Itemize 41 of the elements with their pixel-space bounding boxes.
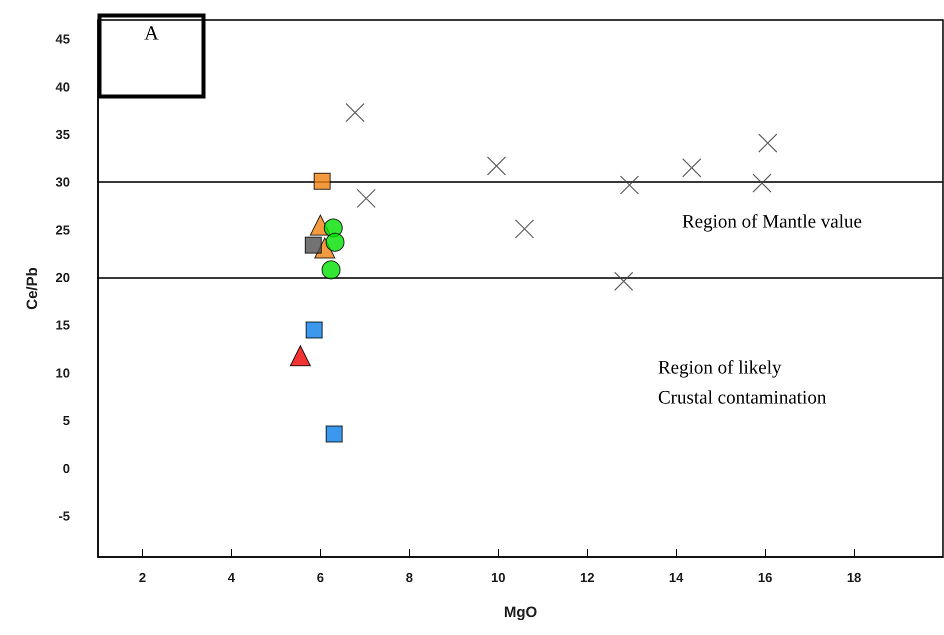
y-tick-label: 5 (62, 413, 70, 428)
y-tick-label: 45 (56, 32, 70, 47)
point (620, 175, 640, 195)
y-tick-label: 40 (56, 79, 70, 94)
point (314, 172, 331, 190)
point (682, 158, 702, 178)
point (752, 174, 772, 193)
y-tick-label: 25 (56, 222, 70, 238)
point (356, 188, 376, 208)
y-tick-label: 0 (62, 460, 70, 476)
x-tick-label: 18 (846, 570, 862, 585)
y-tick-label: 10 (56, 365, 70, 380)
point (486, 156, 506, 176)
annotation: Region of Mantle value (682, 212, 862, 232)
x-tick-label: 10 (491, 570, 506, 585)
point (345, 102, 365, 122)
x-tick-label: 16 (758, 570, 772, 585)
annotation: Region of likely Crustal contamination (658, 358, 827, 408)
point (322, 260, 341, 280)
point (304, 236, 322, 254)
point (326, 425, 343, 442)
x-tick-label: 14 (668, 570, 684, 585)
point (326, 232, 345, 252)
point (306, 321, 323, 338)
annotation: A (144, 22, 160, 44)
x-axis-title: MgO (504, 604, 538, 621)
y-tick-label: 20 (56, 270, 70, 286)
y-tick-label: 30 (56, 174, 70, 190)
x-tick-label: 12 (580, 570, 594, 585)
y-tick-label: 35 (56, 126, 70, 142)
x-tick-label: 8 (406, 570, 413, 585)
x-tick-label: 4 (228, 570, 236, 585)
x-tick-label: 2 (138, 570, 146, 585)
point (614, 272, 634, 291)
point (290, 345, 311, 366)
y-tick-label: -5 (58, 508, 70, 524)
point (514, 219, 534, 238)
y-tick-label: 15 (56, 318, 70, 333)
point (758, 133, 778, 153)
y-axis-title: Ce/Pb (24, 267, 41, 310)
x-tick-label: 6 (316, 570, 324, 585)
